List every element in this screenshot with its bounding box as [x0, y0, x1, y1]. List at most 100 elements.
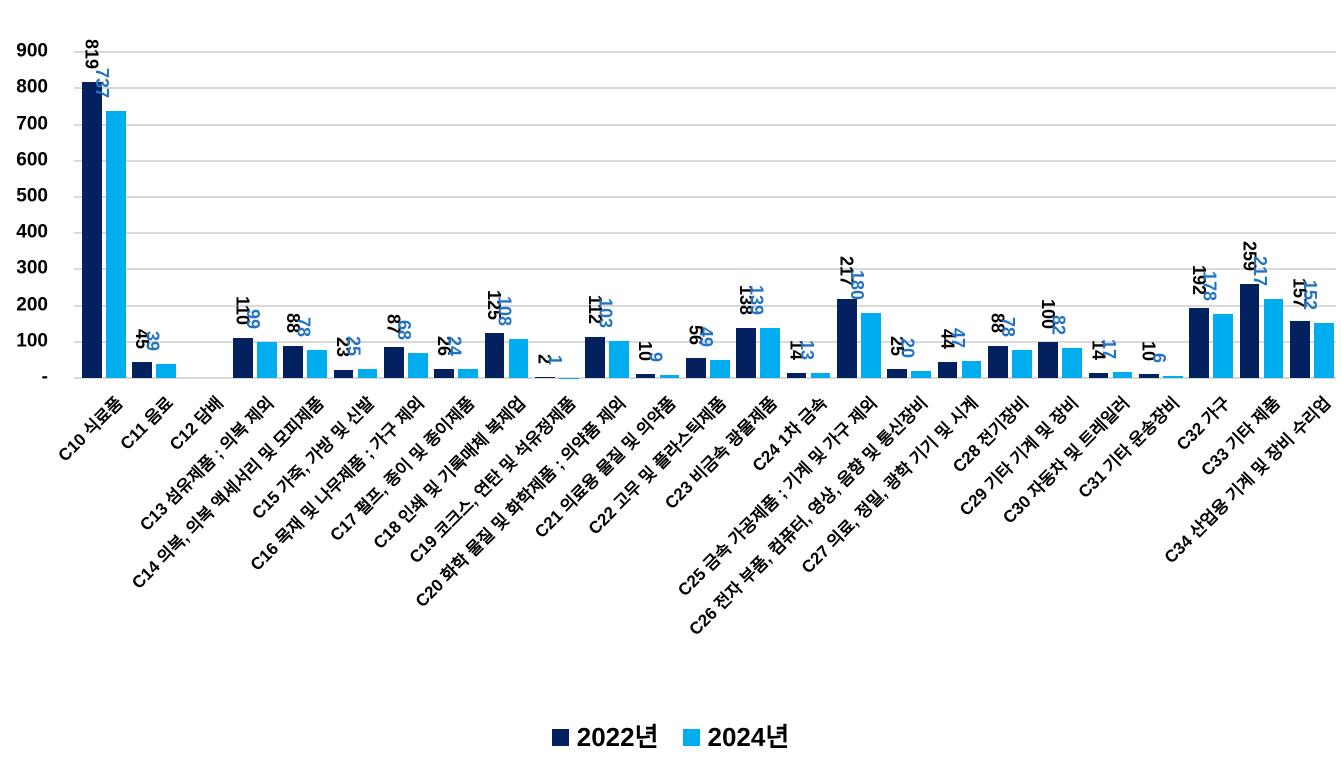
y-axis-tick-label: 300 [16, 258, 48, 280]
bar-2024년 [659, 374, 680, 378]
value-label-2022년: 23 [333, 336, 354, 357]
bar-2024년 [559, 377, 579, 379]
value-label-2024년: 24 [444, 336, 465, 357]
value-label-2024년: 25 [343, 335, 364, 356]
y-axis-tick-label: 100 [16, 330, 48, 352]
value-label-2022년: 110 [232, 296, 253, 326]
value-label-2022년: 819 [81, 38, 102, 69]
bar-2022년 [1139, 374, 1159, 378]
value-label-2022년: 138 [735, 284, 756, 316]
value-label-2024년: 13 [796, 340, 817, 361]
value-label-2022년: 217 [836, 256, 857, 287]
value-label-2022년: 10 [635, 341, 656, 362]
bar-2024년 [1012, 349, 1032, 378]
bar-2022년 [1239, 284, 1260, 378]
y-axis-tick-label: - [41, 366, 48, 388]
bar-2024년 [810, 373, 831, 378]
value-label-2024년: 217 [1249, 256, 1270, 287]
bar-2024년 [1163, 375, 1183, 378]
gridline [74, 159, 1336, 162]
value-label-2022년: 88 [282, 313, 303, 334]
value-label-2022년: 56 [685, 324, 706, 345]
value-label-2024년: 180 [847, 269, 868, 300]
legend-item-2022년: 2022년 [551, 722, 659, 752]
value-label-2024년: 99 [243, 309, 264, 330]
bar-2024년 [861, 312, 881, 378]
bar-2022년 [887, 368, 907, 378]
value-label-2024년: 78 [293, 316, 314, 337]
value-label-2022년: 14 [786, 339, 807, 360]
value-label-2022년: 100 [1037, 298, 1058, 329]
bar-2024년 [508, 338, 529, 378]
value-label-2022년: 45 [131, 328, 152, 349]
value-label-2024년: 39 [142, 330, 163, 351]
bar-2022년 [786, 372, 807, 378]
bar-2022년 [233, 338, 253, 378]
value-label-2022년: 2 [534, 354, 555, 365]
x-axis-category-label: C26 전자 부품, 컴퓨터, 영상, 음향 및 통신장비 [685, 393, 932, 640]
value-label-2022년: 125 [484, 289, 505, 320]
value-label-2024년: 49 [696, 327, 717, 348]
value-label-2024년: 108 [494, 295, 515, 326]
value-label-2022년: 112 [584, 295, 605, 325]
value-label-2024년: 9 [645, 351, 666, 362]
value-label-2024년: 152 [1300, 279, 1321, 310]
bar-2022년 [585, 337, 605, 378]
value-label-2022년: 26 [433, 335, 454, 356]
value-label-2024년: 68 [394, 320, 415, 341]
gridline [74, 304, 1336, 307]
value-label-2024년: 139 [746, 284, 767, 315]
bar-2022년 [484, 332, 505, 378]
value-label-2024년: 47 [947, 327, 968, 348]
bar-2024년 [1062, 348, 1082, 378]
bar-2024년 [1112, 371, 1133, 378]
bar-2024년 [1263, 299, 1284, 378]
bar-2022년 [1189, 308, 1209, 378]
legend-label: 2022년 [576, 722, 659, 752]
y-axis-tick-label: 900 [16, 40, 48, 62]
value-label-2022년: 14 [1088, 339, 1109, 360]
gridline [74, 123, 1336, 126]
value-label-2024년: 103 [595, 297, 616, 328]
bar-2024년 [408, 353, 428, 378]
bar-2022년 [988, 346, 1008, 378]
value-label-2024년: 20 [897, 337, 918, 358]
legend-swatch-2022년 [551, 728, 569, 746]
value-label-2022년: 10 [1138, 341, 1159, 362]
bar-2022년 [82, 81, 102, 378]
bar-2022년 [333, 369, 354, 378]
bar-2024년 [357, 368, 378, 378]
bar-2022년 [1290, 321, 1310, 378]
bar-2024년 [106, 111, 126, 378]
bar-2024년 [307, 349, 327, 378]
value-label-2022년: 259 [1239, 241, 1260, 272]
value-label-2024년: 6 [1149, 352, 1170, 363]
bar-2024년 [710, 360, 730, 378]
gridline [74, 87, 1336, 90]
bar-2024년 [609, 340, 629, 378]
bar-2022년 [132, 361, 152, 378]
gridline [74, 232, 1336, 235]
value-label-2022년: 44 [937, 329, 958, 350]
value-label-2022년: 88 [987, 313, 1008, 334]
y-axis-tick-label: 200 [16, 294, 48, 316]
value-label-2024년: 17 [1098, 338, 1119, 359]
gridline [74, 196, 1336, 198]
value-label-2024년: 1 [545, 354, 566, 365]
bar-2022년 [1088, 372, 1109, 378]
x-axis-baseline [74, 377, 1336, 379]
bar-2022년 [937, 362, 958, 378]
bar-2024년 [911, 370, 931, 378]
bar-2022년 [535, 377, 555, 379]
bar-2022년 [736, 328, 756, 378]
x-axis-category-label: C10 식료품 [54, 393, 127, 466]
bar-2024년 [961, 360, 982, 378]
bar-2022년 [837, 299, 857, 378]
bar-2024년 [156, 363, 176, 378]
gridline [74, 51, 1336, 54]
value-label-2024년: 78 [998, 316, 1019, 337]
bar-2022년 [283, 346, 303, 378]
y-axis-tick-label: 400 [16, 221, 48, 243]
bar-2022년 [686, 357, 706, 378]
